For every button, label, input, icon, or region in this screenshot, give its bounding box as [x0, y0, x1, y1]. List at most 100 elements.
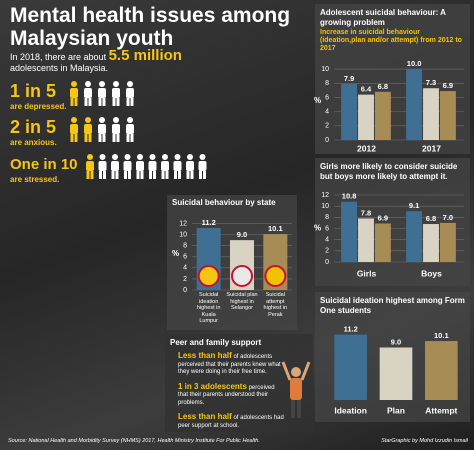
icon-leg	[111, 171, 115, 179]
bar	[374, 223, 391, 262]
icon-body	[70, 88, 78, 98]
icon-body	[112, 124, 120, 134]
x-tick-label: Girls	[357, 268, 377, 278]
state-flag	[197, 265, 220, 287]
icon-leg	[74, 98, 78, 106]
person-icon	[136, 154, 144, 179]
icon-leg	[140, 171, 144, 179]
chart-title-text: Adolescent suicidal behaviour: A growing…	[320, 8, 446, 27]
icon-leg	[102, 134, 106, 142]
stat-desc: are anxious.	[10, 138, 57, 147]
peer-item: Less than half of adolescents perceived …	[178, 352, 286, 377]
peer-item: Less than half of adolescents had peer s…	[178, 413, 286, 430]
chart-subtitle: Increase in suicidal behaviour (ideation…	[320, 29, 462, 52]
icon-leg	[112, 134, 116, 142]
icon-body	[136, 161, 144, 171]
y-tick-label: 4	[325, 108, 329, 115]
y-tick-label: 10	[321, 203, 329, 210]
icon-leg	[124, 171, 127, 179]
chart-title: Suicidal ideation highest among Form One…	[320, 296, 465, 316]
value-label: 7.8	[361, 208, 371, 217]
icon-leg	[116, 134, 120, 142]
person-icon	[126, 117, 134, 142]
chart-title: Girls more likely to consider suicide bu…	[320, 162, 465, 182]
y-tick-label: 4	[183, 265, 187, 272]
x-tick-label: Ideation	[334, 405, 367, 415]
person-icon	[186, 154, 194, 179]
icon-head	[71, 117, 77, 123]
person-icon	[98, 117, 106, 142]
y-tick-label: 8	[325, 214, 329, 221]
chart-title-text: Suicidal behaviour by state	[172, 198, 276, 207]
value-label: 11.2	[202, 218, 216, 227]
y-tick-label: 8	[183, 243, 187, 250]
icon-body	[86, 161, 94, 171]
icon-body	[186, 161, 194, 171]
person-icon	[148, 154, 157, 179]
icon-leg	[178, 171, 181, 179]
icon-head	[99, 81, 105, 87]
icon-body	[126, 124, 134, 134]
icon-head	[124, 154, 131, 160]
icon-head	[199, 154, 206, 160]
icon-leg	[103, 171, 106, 179]
icon-leg	[116, 98, 120, 106]
x-tick-label: Attempt	[425, 405, 457, 415]
y-tick-label: 0	[183, 287, 187, 294]
bar	[406, 211, 423, 262]
y-axis-label: %	[314, 224, 321, 233]
icon-leg	[161, 171, 165, 179]
y-tick-label: 8	[325, 80, 329, 87]
y-tick-label: 0	[325, 259, 329, 266]
y-tick-label: 2	[325, 248, 329, 255]
icon-body	[173, 161, 182, 171]
bar	[341, 83, 358, 140]
value-label: 10.1	[434, 331, 449, 340]
value-label: 7.3	[426, 78, 436, 87]
intro: In 2018, there are about 5.5 million ado…	[10, 48, 210, 74]
value-label: 6.9	[443, 81, 453, 90]
icon-leg	[153, 171, 156, 179]
x-tick-label: Boys	[421, 268, 442, 278]
value-label: 6.9	[378, 213, 388, 222]
x-tick-label: Plan	[387, 405, 405, 415]
icon-leg	[102, 98, 106, 106]
icon-leg	[149, 171, 152, 179]
icon-leg	[130, 98, 134, 106]
chart-title-text: Suicidal ideation highest among Form One…	[320, 296, 465, 315]
icon-head	[187, 154, 193, 160]
stat-desc: are stressed.	[10, 175, 59, 184]
icon-leg	[88, 134, 92, 142]
icon-leg	[136, 171, 140, 179]
icon-head	[162, 154, 168, 160]
intro-text: adolescents in Malaysia.	[10, 63, 109, 73]
bar	[379, 347, 413, 400]
y-tick-label: 6	[183, 254, 187, 261]
icon-leg	[174, 171, 177, 179]
icon-head	[137, 154, 143, 160]
icon-body	[123, 161, 132, 171]
person-icon	[70, 117, 78, 142]
icon-leg	[99, 171, 102, 179]
y-tick-label: 4	[325, 237, 329, 244]
value-label: 11.2	[344, 325, 358, 334]
peer-highlight: Less than half	[178, 412, 232, 421]
state-flag	[264, 265, 287, 287]
person-icon	[84, 81, 92, 106]
value-label: 9.0	[391, 337, 401, 346]
icon-head	[71, 81, 77, 87]
icon-leg	[126, 134, 130, 142]
peer-figure	[281, 361, 311, 418]
person-icon	[161, 154, 169, 179]
icon-leg	[115, 171, 119, 179]
bar	[358, 218, 374, 262]
value-label: 6.4	[361, 85, 372, 94]
chart-title: Suicidal behaviour by state	[172, 198, 292, 208]
person-icon	[98, 154, 107, 179]
y-tick-label: 6	[325, 225, 329, 232]
icon-head	[127, 81, 133, 87]
x-tick-label: Suicidal attempt highest in Perak	[263, 292, 288, 318]
icon-head	[99, 117, 105, 123]
